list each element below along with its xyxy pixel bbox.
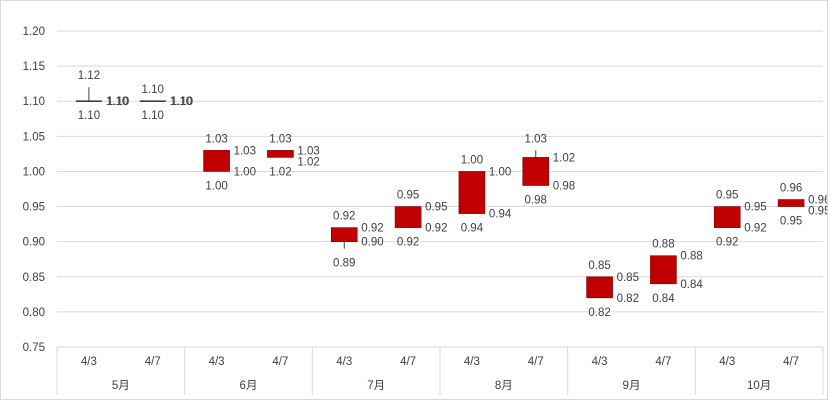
close-label: 1.10	[106, 96, 128, 108]
open-label: 1.10	[171, 96, 193, 108]
high-label: 0.92	[333, 211, 355, 223]
low-label: 1.00	[205, 180, 227, 192]
x-category-label: 4/7	[528, 356, 544, 368]
low-label: 1.10	[142, 110, 164, 122]
x-group-label: 5月	[112, 380, 130, 392]
y-tick-label: 1.05	[23, 131, 45, 143]
x-category-label: 4/3	[209, 356, 225, 368]
close-label: 0.96	[808, 195, 827, 207]
high-label: 1.03	[205, 133, 227, 145]
candle-body	[394, 206, 422, 228]
candle-body	[777, 199, 805, 207]
high-label: 0.95	[716, 190, 738, 202]
y-tick-label: 0.95	[23, 202, 45, 214]
candle-body	[586, 276, 613, 299]
candle-body	[458, 171, 486, 214]
x-category-label: 4/7	[400, 356, 416, 368]
open-label: 0.95	[808, 206, 827, 218]
high-label: 1.12	[78, 70, 100, 82]
x-group-label: 8月	[495, 380, 513, 392]
x-category-label: 4/3	[592, 356, 608, 368]
x-group-label: 7月	[367, 380, 385, 392]
close-label: 1.03	[297, 145, 319, 157]
low-label: 0.92	[397, 237, 419, 249]
close-label: 0.92	[361, 223, 383, 235]
data-labels: 1.121.101.101.101.101.101.101.101.031.00…	[78, 70, 828, 319]
y-tick-label: 0.75	[23, 342, 45, 354]
high-label: 0.96	[780, 183, 802, 195]
high-label: 0.95	[397, 190, 419, 202]
close-label: 0.88	[680, 251, 702, 263]
low-label: 0.94	[461, 223, 484, 235]
y-tick-label: 1.10	[23, 96, 45, 108]
x-group-label: 9月	[623, 380, 641, 392]
low-label: 0.89	[333, 258, 355, 270]
x-axis: 5月 4/3 4/7 6月 4/3 4/7 7月 4/3 4/7 8月 4/3 4/7 9月 4/3 4/7…	[56, 347, 824, 395]
open-label: 0.84	[680, 279, 703, 291]
y-tick-label: 1.15	[23, 61, 45, 73]
open-label: 0.92	[425, 223, 447, 235]
x-category-label: 4/7	[783, 356, 799, 368]
close-label: 0.85	[617, 272, 639, 284]
x-category-label: 4/7	[655, 356, 671, 368]
close-label: 0.95	[744, 202, 766, 214]
open-label: 0.90	[361, 237, 383, 249]
grid-layer	[57, 30, 823, 348]
low-label: 0.92	[716, 237, 738, 249]
low-label: 0.95	[780, 216, 802, 228]
y-axis: 0.75 0.80 0.85 0.90 0.95 1.00 1.05 1.10 1.15 1.20	[23, 26, 45, 354]
low-label: 0.82	[588, 307, 610, 319]
low-label: 1.02	[269, 166, 291, 178]
x-group-label: 10月	[747, 380, 771, 392]
open-label: 0.94	[489, 209, 512, 221]
x-category-label: 4/3	[719, 356, 735, 368]
candle-body	[330, 227, 358, 242]
high-label: 1.03	[269, 133, 291, 145]
x-category-label: 4/7	[272, 356, 288, 368]
open-label: 0.92	[744, 223, 766, 235]
high-label: 1.03	[525, 133, 547, 145]
high-label: 0.85	[588, 260, 610, 272]
candle-body	[203, 150, 230, 172]
x-category-label: 4/3	[81, 356, 97, 368]
y-tick-label: 0.80	[23, 307, 45, 319]
candles	[75, 87, 805, 299]
x-group-label: 6月	[240, 380, 258, 392]
y-tick-label: 1.00	[23, 166, 45, 178]
high-label: 0.88	[652, 239, 674, 251]
open-label: 1.02	[297, 156, 319, 168]
close-label: 1.03	[234, 145, 256, 157]
close-label: 0.95	[425, 202, 447, 214]
y-tick-label: 0.90	[23, 237, 45, 249]
candle-body	[713, 206, 741, 228]
low-label: 1.10	[78, 110, 100, 122]
low-label: 0.84	[652, 293, 675, 305]
candle-body	[267, 150, 294, 158]
close-label: 1.10	[170, 96, 192, 108]
open-label: 1.00	[234, 166, 256, 178]
x-category-label: 4/3	[464, 356, 480, 368]
candle-body	[650, 255, 677, 285]
high-label: 1.00	[461, 154, 483, 166]
x-category-label: 4/7	[145, 356, 161, 368]
candle-body	[522, 157, 550, 186]
x-category-label: 4/3	[336, 356, 352, 368]
open-label: 0.82	[617, 293, 639, 305]
open-label: 1.10	[107, 96, 129, 108]
y-tick-label: 0.85	[23, 272, 45, 284]
high-label: 1.10	[142, 84, 164, 96]
y-tick-label: 1.20	[23, 26, 45, 38]
open-label: 0.98	[553, 180, 575, 192]
close-label: 1.00	[489, 166, 511, 178]
low-label: 0.98	[525, 194, 547, 206]
close-label: 1.02	[553, 152, 575, 164]
